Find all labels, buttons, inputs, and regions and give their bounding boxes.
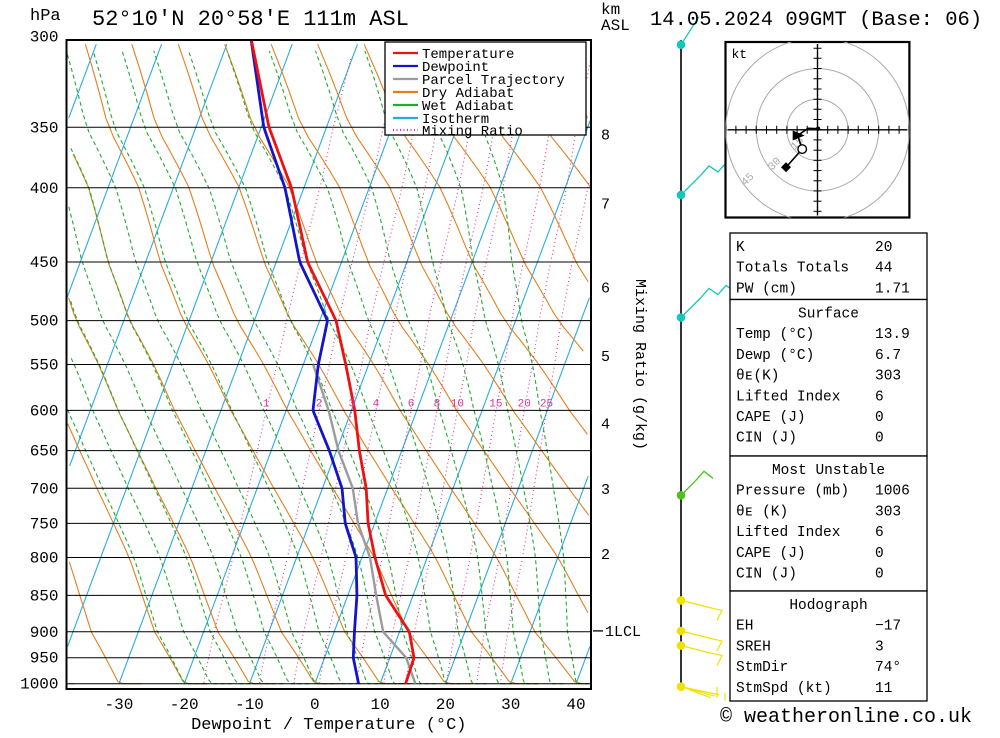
svg-text:1LCL: 1LCL [605, 624, 641, 641]
svg-text:950: 950 [30, 650, 59, 668]
svg-text:303: 303 [875, 369, 901, 385]
svg-text:θᴇ (K): θᴇ (K) [736, 504, 788, 520]
svg-text:4: 4 [373, 398, 380, 410]
svg-text:52°10'N 20°58'E 111m ASL: 52°10'N 20°58'E 111m ASL [92, 7, 409, 32]
svg-text:-20: -20 [170, 696, 199, 714]
svg-text:Lifted Index: Lifted Index [736, 525, 841, 541]
svg-text:SREH: SREH [736, 639, 771, 655]
svg-text:850: 850 [30, 587, 59, 605]
svg-text:Lifted Index: Lifted Index [736, 389, 841, 405]
svg-text:10: 10 [451, 398, 464, 410]
svg-text:800: 800 [30, 550, 59, 568]
svg-text:5: 5 [601, 349, 610, 366]
svg-text:500: 500 [30, 313, 59, 331]
svg-text:8: 8 [434, 398, 441, 410]
svg-text:ASL: ASL [601, 17, 630, 35]
svg-text:303: 303 [875, 504, 901, 520]
svg-text:K: K [736, 240, 745, 256]
svg-text:CIN (J): CIN (J) [736, 567, 797, 583]
svg-text:3: 3 [875, 639, 884, 655]
svg-text:11: 11 [875, 681, 892, 697]
svg-text:2: 2 [601, 547, 610, 564]
svg-text:-30: -30 [104, 696, 133, 714]
svg-text:20: 20 [875, 240, 892, 256]
svg-text:20: 20 [518, 398, 531, 410]
svg-text:3: 3 [601, 482, 610, 499]
svg-text:74°: 74° [875, 660, 901, 676]
svg-text:Surface: Surface [798, 307, 859, 323]
svg-text:1006: 1006 [875, 484, 910, 500]
svg-text:StmDir: StmDir [736, 660, 788, 676]
svg-text:2: 2 [316, 398, 323, 410]
svg-text:550: 550 [30, 357, 59, 375]
svg-text:Mixing Ratio: Mixing Ratio [422, 124, 523, 140]
svg-text:13.9: 13.9 [875, 327, 910, 343]
svg-text:14.05.2024 09GMT (Base: 06): 14.05.2024 09GMT (Base: 06) [650, 9, 982, 32]
svg-text:CIN (J): CIN (J) [736, 431, 797, 447]
svg-text:15: 15 [489, 398, 502, 410]
svg-text:© weatheronline.co.uk: © weatheronline.co.uk [720, 706, 972, 729]
svg-text:40: 40 [566, 696, 585, 714]
svg-text:PW (cm): PW (cm) [736, 281, 797, 297]
svg-text:350: 350 [30, 119, 59, 137]
svg-text:StmSpd (kt): StmSpd (kt) [736, 681, 832, 697]
svg-text:CAPE (J): CAPE (J) [736, 546, 806, 562]
svg-text:300: 300 [30, 29, 59, 47]
svg-text:0: 0 [875, 546, 884, 562]
svg-text:hPa: hPa [30, 7, 61, 26]
svg-text:44: 44 [875, 261, 892, 277]
svg-text:8: 8 [601, 128, 610, 145]
svg-text:900: 900 [30, 624, 59, 642]
svg-text:Most Unstable: Most Unstable [772, 463, 885, 479]
svg-text:450: 450 [30, 254, 59, 272]
svg-text:6: 6 [875, 525, 884, 541]
svg-text:Dewpoint / Temperature (°C): Dewpoint / Temperature (°C) [191, 716, 466, 733]
svg-text:Totals Totals: Totals Totals [736, 261, 849, 277]
svg-text:30: 30 [501, 696, 520, 714]
svg-text:600: 600 [30, 402, 59, 420]
svg-text:Temp (°C): Temp (°C) [736, 327, 814, 343]
svg-text:400: 400 [30, 180, 59, 198]
svg-text:750: 750 [30, 515, 59, 533]
svg-text:EH: EH [736, 619, 753, 635]
svg-text:6.7: 6.7 [875, 348, 901, 364]
svg-text:0: 0 [310, 696, 320, 714]
svg-text:650: 650 [30, 443, 59, 461]
svg-text:0: 0 [875, 410, 884, 426]
svg-text:1: 1 [263, 398, 270, 410]
svg-text:0: 0 [875, 567, 884, 583]
svg-text:−17: −17 [875, 619, 901, 635]
svg-text:7: 7 [601, 197, 610, 214]
svg-text:1.71: 1.71 [875, 281, 910, 297]
svg-text:6: 6 [408, 398, 415, 410]
svg-text:6: 6 [601, 281, 610, 298]
svg-text:20: 20 [436, 696, 455, 714]
svg-text:6: 6 [875, 389, 884, 405]
svg-text:3: 3 [348, 398, 355, 410]
svg-text:Hodograph: Hodograph [789, 598, 867, 614]
svg-text:kt: kt [732, 47, 748, 62]
svg-text:θᴇ(K): θᴇ(K) [736, 369, 780, 385]
svg-text:4: 4 [601, 417, 610, 434]
svg-text:10: 10 [370, 696, 389, 714]
svg-text:CAPE (J): CAPE (J) [736, 410, 806, 426]
svg-text:0: 0 [875, 431, 884, 447]
svg-text:-10: -10 [235, 696, 264, 714]
svg-text:Dewp (°C): Dewp (°C) [736, 348, 814, 364]
svg-text:700: 700 [30, 480, 59, 498]
svg-text:Mixing Ratio (g/kg): Mixing Ratio (g/kg) [631, 279, 648, 450]
svg-text:1000: 1000 [20, 676, 58, 694]
svg-text:25: 25 [540, 398, 553, 410]
svg-text:Pressure (mb): Pressure (mb) [736, 484, 849, 500]
